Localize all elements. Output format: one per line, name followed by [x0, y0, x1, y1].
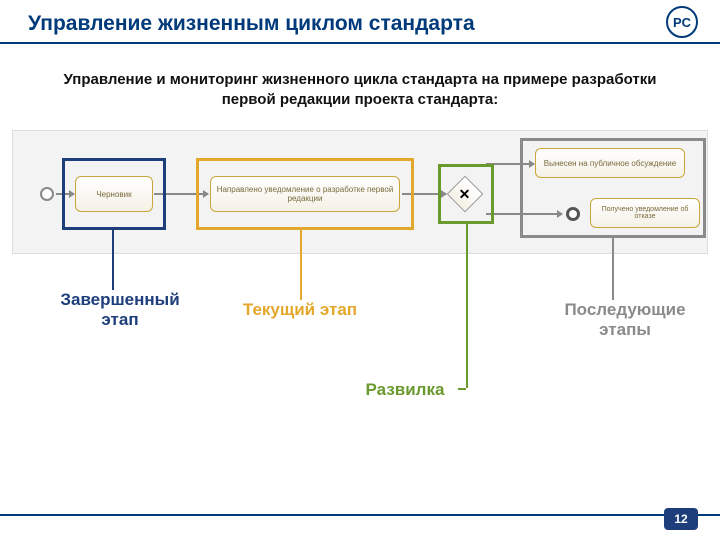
highlight-current-stage — [196, 158, 414, 230]
page-title: Управление жизненным циклом стандарта — [28, 12, 475, 36]
title-rule — [0, 42, 720, 44]
callout-next-stages: Последующие этапы — [540, 300, 710, 341]
highlight-next-stages — [520, 138, 706, 238]
callout-current-stage: Текущий этап — [210, 300, 390, 320]
slide: Управление жизненным циклом стандарта PC… — [0, 0, 720, 540]
bpmn-start-event — [40, 187, 54, 201]
callout-fork: Развилка — [350, 380, 460, 400]
lead-line-completed — [112, 230, 114, 290]
callout-completed-stage: Завершенный этап — [40, 290, 200, 331]
highlight-completed-stage — [62, 158, 166, 230]
subtitle: Управление и мониторинг жизненного цикла… — [60, 70, 660, 111]
lead-line-current — [300, 230, 302, 300]
page-number: 12 — [664, 508, 698, 530]
footer-rule — [0, 514, 720, 516]
highlight-fork — [438, 164, 494, 224]
lead-line-next — [612, 238, 614, 300]
logo-badge: PC — [666, 6, 698, 38]
lead-line-fork-v — [466, 224, 468, 388]
